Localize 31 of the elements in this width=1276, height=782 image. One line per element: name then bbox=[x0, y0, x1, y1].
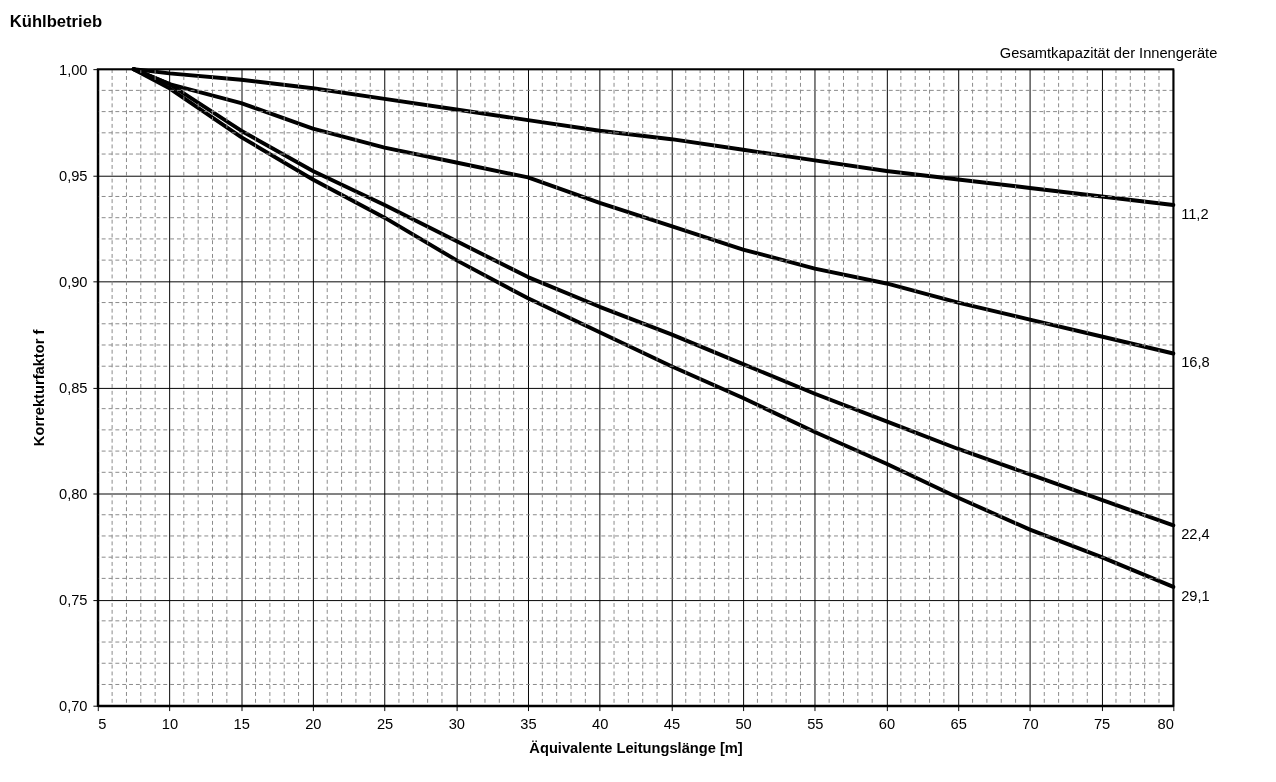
x-tick-label: 75 bbox=[1093, 715, 1111, 732]
y-axis-title: Korrekturfaktor f bbox=[31, 329, 48, 447]
chart-title: Kühlbetrieb bbox=[9, 12, 103, 32]
x-tick-label: 30 bbox=[448, 715, 465, 732]
x-tick-label: 15 bbox=[233, 715, 250, 732]
series-label: 29,1 bbox=[1181, 587, 1210, 604]
x-tick-label: 55 bbox=[807, 715, 824, 732]
x-tick-label: 50 bbox=[735, 715, 752, 732]
x-tick-label: 40 bbox=[592, 715, 609, 732]
y-tick-label: 0,85 bbox=[58, 379, 88, 396]
y-tick-label: 0,75 bbox=[58, 591, 88, 608]
x-tick-label: 45 bbox=[663, 715, 681, 732]
x-tick-label: 70 bbox=[1022, 715, 1039, 732]
legend-title: Gesamtkapazität der Innengeräte bbox=[999, 45, 1218, 62]
x-tick-label: 25 bbox=[376, 715, 394, 732]
y-tick-label: 0,80 bbox=[58, 485, 88, 502]
x-tick-label: 20 bbox=[305, 715, 322, 732]
series-label: 22,4 bbox=[1181, 526, 1210, 543]
y-tick-label: 1,00 bbox=[58, 61, 88, 78]
y-tick-label: 0,70 bbox=[58, 698, 88, 715]
series-label: 11,2 bbox=[1181, 205, 1209, 222]
y-tick-label: 0,90 bbox=[58, 273, 88, 290]
x-tick-label: 60 bbox=[878, 715, 896, 732]
x-tick-label: 10 bbox=[161, 715, 179, 732]
y-tick-label: 0,95 bbox=[58, 167, 88, 184]
series-label: 16,8 bbox=[1181, 354, 1210, 371]
x-tick-label: 35 bbox=[520, 715, 537, 732]
x-axis-title: Äquivalente Leitungslänge [m] bbox=[529, 740, 743, 757]
x-tick-label: 80 bbox=[1157, 715, 1174, 732]
x-tick-label: 5 bbox=[98, 715, 107, 732]
x-tick-label: 65 bbox=[950, 715, 967, 732]
